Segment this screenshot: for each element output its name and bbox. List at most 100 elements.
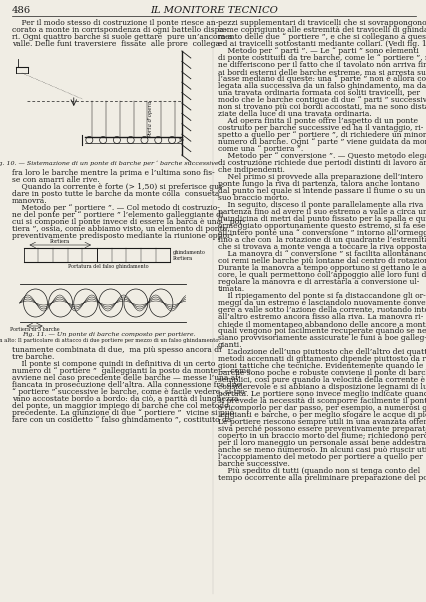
Text: per il loro maneggio un personale assai bene addestrato: per il loro maneggio un personale assai …	[218, 439, 426, 447]
Text: Le portiere riescono sempre utili in una avanzata offen-: Le portiere riescono sempre utili in una…	[218, 418, 426, 426]
Text: Portiera: Portiera	[172, 256, 193, 261]
Text: coi remi nelle barche più lontane dal centro di rotazione.: coi remi nelle barche più lontane dal ce…	[218, 257, 426, 265]
Text: ghindamento: ghindamento	[172, 250, 205, 255]
Text: Fig. 10. — Sistemazione di un ponte di barche per ‘ barche successive ’.: Fig. 10. — Sistemazione di un ponte di b…	[0, 161, 225, 166]
Text: meggi da un estremo e lasciandolo nuovamente conver-: meggi da un estremo e lasciandolo nuovam…	[218, 299, 426, 307]
Text: Porta d'opera: Porta d'opera	[148, 101, 153, 138]
Text: che indipendenti.: che indipendenti.	[218, 166, 285, 174]
Text: come coprigiunto alle estremità dei travicelli di ghinda-: come coprigiunto alle estremità dei trav…	[218, 26, 426, 34]
Text: core, le quali permettono coll’appoggio alle loro funi di: core, le quali permettono coll’appoggio …	[218, 271, 426, 279]
Text: anche se meno numeroso. In alcuni casi può riuscir utile: anche se meno numeroso. In alcuni casi p…	[218, 446, 426, 454]
Text: IL MONITORE TECNICO: IL MONITORE TECNICO	[150, 6, 278, 15]
Text: Il ripiegamento del ponte si fa distaccandone gli or-: Il ripiegamento del ponte si fa distacca…	[218, 292, 426, 300]
Text: non si trovano più coi bordi accostati, ma ne sono distan-: non si trovano più coi bordi accostati, …	[218, 103, 426, 111]
Text: una travata ordinaria formata coi soliti travicelli, per: una travata ordinaria formata coi soliti…	[218, 89, 420, 97]
Text: timata.: timata.	[218, 285, 245, 293]
Text: avviene nel caso precedente delle barche — messe l’una af-: avviene nel caso precedente delle barche…	[12, 374, 240, 382]
Text: semplici, così pure quando la velocità della corrente è: semplici, così pure quando la velocità d…	[218, 376, 425, 384]
Text: considerevole e si abbiano a disposizione legnami di lunga: considerevole e si abbiano a disposizion…	[218, 383, 426, 391]
Text: Metodo per “ portiere ”. — Col metodo di costruzio-: Metodo per “ portiere ”. — Col metodo di…	[12, 204, 220, 212]
Text: Più spedito di tutti (quando non si tenga conto del: Più spedito di tutti (quando non si teng…	[218, 467, 420, 475]
Text: leggianti e barche, o per meglio sfogare le acque di piena.: leggianti e barche, o per meglio sfogare…	[218, 411, 426, 419]
Text: ziate della luce di una travata ordinaria.: ziate della luce di una travata ordinari…	[218, 110, 372, 118]
Text: ed ai travicelli sottostanti mediante collari. (Vedi fig. 11).: ed ai travicelli sottostanti mediante co…	[218, 40, 426, 48]
Text: gere a valle sotto l’azione della corrente, ruotando intorno: gere a valle sotto l’azione della corren…	[218, 306, 426, 314]
Text: In seguito, disceso il ponte parallelamente alla riva di: In seguito, disceso il ponte parallelame…	[218, 201, 426, 209]
Text: portata. Le portiere sono invece meglio indicate quando: portata. Le portiere sono invece meglio …	[218, 390, 426, 398]
Text: corato a monte in corrispondenza di ogni battello dispa-: corato a monte in corrispondenza di ogni…	[12, 26, 227, 34]
Text: l’accoppiamento del metodo per portiere a quello per: l’accoppiamento del metodo per portiere …	[218, 453, 423, 461]
Text: quali vengono poi facilmente recuperate quando se ne: quali vengono poi facilmente recuperate …	[218, 327, 426, 335]
Text: siano provvisoriamente assicurate le funi a boe galleg-: siano provvisoriamente assicurate le fun…	[218, 334, 426, 342]
Text: barche successive.: barche successive.	[218, 460, 290, 468]
Text: dare in posto tutte le barche da monte colla  consueta: dare in posto tutte le barche da monte c…	[12, 190, 219, 198]
Text: ne differiscono per il fatto che il tavolato non arriva fino: ne differiscono per il fatto che il tavo…	[218, 61, 426, 69]
Text: ri. Ogni quattro barche si suole gettare  pure un’ancora a: ri. Ogni quattro barche si suole gettare…	[12, 33, 232, 41]
Text: Portatura del falso ghindamento: Portatura del falso ghindamento	[68, 264, 149, 269]
Text: vano accostate bordo a bordo: da ciò, a parità di lunghezza: vano accostate bordo a bordo: da ciò, a …	[12, 395, 239, 403]
Text: come una “ portiera ”.: come una “ portiera ”.	[218, 145, 303, 153]
Text: gioni tattiche che tecniche. Evidentemente quando le: gioni tattiche che tecniche. Evidentemen…	[218, 362, 423, 370]
Text: L’adozione dell’uno piuttosto che dell’altro dei quattro: L’adozione dell’uno piuttosto che dell’a…	[218, 348, 426, 356]
Text: dal punto nel quale si intende passare il fiume o su un: dal punto nel quale si intende passare i…	[218, 187, 426, 195]
Text: del ponte, un maggior impiego di barche che col metodo: del ponte, un maggior impiego di barche …	[12, 402, 229, 410]
Text: barche sono poche e robuste conviene il ponte di barche: barche sono poche e robuste conviene il …	[218, 369, 426, 377]
Text: se con amarri alle rive.: se con amarri alle rive.	[12, 176, 100, 184]
Text: l’asse mediano di queste: una “ parte ” non è allora col-: l’asse mediano di queste: una “ parte ” …	[218, 75, 426, 83]
Text: tunamente combinata di due,  ma più spesso ancora di: tunamente combinata di due, ma più spess…	[12, 346, 222, 354]
Text: fino a che con  la rotazione di un quadrante l’estremità: fino a che con la rotazione di un quadra…	[218, 236, 426, 244]
Text: ormeggiato opportunamente questo estremo, si fa eseguire: ormeggiato opportunamente questo estremo…	[218, 222, 426, 230]
Text: partenza fino ad avere il suo estremo a valle a circa una: partenza fino ad avere il suo estremo a …	[218, 208, 426, 216]
Text: Portiera di 3 barche: Portiera di 3 barche	[10, 327, 59, 332]
Text: numero di “ portiere ”  galleggianti la posto da monte — come: numero di “ portiere ” galleggianti la p…	[12, 367, 251, 375]
Text: pezzi supplementari di travicelli che si sovrappongono: pezzi supplementari di travicelli che si…	[218, 19, 426, 27]
Text: legata alla successiva da un falso ghindamento, ma da: legata alla successiva da un falso ghind…	[218, 82, 426, 90]
Text: che si trovava a monte venga a toccare la riva opposta.: che si trovava a monte venga a toccare l…	[218, 243, 426, 251]
Text: ai bordi esterni delle barche estreme, ma si arresta sul-: ai bordi esterni delle barche estreme, m…	[218, 68, 426, 76]
Text: “ portiere ” successive le barche, come è facile vedere, si tro-: “ portiere ” successive le barche, come …	[12, 388, 248, 396]
Text: modo che le barche contigue di due “ parti ” successive: modo che le barche contigue di due “ par…	[218, 96, 426, 104]
Text: Portiera: Portiera	[50, 239, 70, 244]
Text: costruito per barche successive ed ha il vantaggio, ri-: costruito per barche successive ed ha il…	[218, 124, 423, 132]
Text: cui si compone il ponte invece di essere la barca è una “ por-: cui si compone il ponte invece di essere…	[12, 218, 245, 226]
Text: preventivamente predisposto mediante la riunione oppor-: preventivamente predisposto mediante la …	[12, 232, 233, 240]
Text: si prevede la necessità di scomporre facilmente il ponte: si prevede la necessità di scomporre fac…	[218, 397, 426, 405]
Text: suo braccio morto.: suo braccio morto.	[218, 194, 289, 202]
Text: ne del ponte per “ portiere ” l’elemento galleggiante di: ne del ponte per “ portiere ” l’elemento…	[12, 211, 223, 219]
Text: fra loro le barche mentre la prima e l’ultima sono fis-: fra loro le barche mentre la prima e l’u…	[12, 169, 215, 177]
Text: In alto: Il particolare di attacco di due portiere per mezzo di un falso ghindam: In alto: Il particolare di attacco di du…	[0, 338, 220, 343]
Text: di costruzione richiede due periodi distinti di lavoro an-: di costruzione richiede due periodi dist…	[218, 159, 426, 167]
Text: quindicina di metri dal punto fissato per la spalla e quivi: quindicina di metri dal punto fissato pe…	[218, 215, 426, 223]
Text: o ricomporlo per dar passo, per esempio, a numerosi gal-: o ricomporlo per dar passo, per esempio,…	[218, 404, 426, 412]
Text: fiancata in prosecuzione dell’altra. Alla connessione fra due: fiancata in prosecuzione dell’altra. All…	[12, 381, 241, 389]
Text: di ponte costituiti da tre barche, come le “ portiere ”, ma: di ponte costituiti da tre barche, come …	[218, 54, 426, 62]
Text: numero di barche. Ogni “ parte ” viene guidata da monte: numero di barche. Ogni “ parte ” viene g…	[218, 138, 426, 146]
Text: siva perché possono essere preventivamente preparate al: siva perché possono essere preventivamen…	[218, 425, 426, 433]
Text: gianti.: gianti.	[218, 341, 242, 349]
Text: La manovra di “ conversione ” si facilita allontanandosi: La manovra di “ conversione ” si facilit…	[218, 250, 426, 258]
Text: all’altro estremo ancora fisso alla riva. La manovra ri-: all’altro estremo ancora fisso alla riva…	[218, 313, 423, 321]
Text: regolare la manovra e di arrestarla a conversione ul-: regolare la manovra e di arrestarla a co…	[218, 278, 419, 286]
Text: Il ponte si compone quindi in definitiva di un certo: Il ponte si compone quindi in definitiva…	[12, 360, 216, 368]
Text: 486: 486	[12, 6, 31, 15]
Text: Nel primo si provvede alla preparazione dell’intero: Nel primo si provvede alla preparazione …	[218, 173, 423, 181]
Text: Per il modo stesso di costruzione il ponte riesce an-: Per il modo stesso di costruzione il pon…	[12, 19, 219, 27]
Text: all’intero ponte una “ conversione ” intorno all’ormeggio: all’intero ponte una “ conversione ” int…	[218, 229, 426, 237]
Text: chiede il momentaneo abbandono delle ancore a monte, le: chiede il momentaneo abbandono delle anc…	[218, 320, 426, 328]
Text: manovra.: manovra.	[12, 197, 48, 205]
Text: spetto a quello per “ portiere ”, di richiedere un minor: spetto a quello per “ portiere ”, di ric…	[218, 131, 426, 139]
Text: Metodo per “ conversione ”. — Questo metodo elegante: Metodo per “ conversione ”. — Questo met…	[218, 152, 426, 160]
Text: tre barche.: tre barche.	[12, 353, 55, 361]
Text: fare con un cosidetto “ falso ghindamento ”, costituito da: fare con un cosidetto “ falso ghindament…	[12, 416, 231, 424]
Text: mento delle due “ portiere ”, e che si collegano a questi: mento delle due “ portiere ”, e che si c…	[218, 33, 426, 41]
Text: Fig. 11. — Un ponte di barche composto per portiere.: Fig. 11. — Un ponte di barche composto p…	[22, 332, 195, 337]
Text: ponte lungo la riva di partenza, talora anche lontano: ponte lungo la riva di partenza, talora …	[218, 180, 420, 188]
Text: Metodo per “ partì ”. — Le “ parti ” sono elementi: Metodo per “ partì ”. — Le “ parti ” son…	[218, 47, 419, 55]
Text: valle. Delle funi traversiere  fissate  alle prore  collega-: valle. Delle funi traversiere fissate al…	[12, 40, 223, 48]
Text: Durante la manovra a tempo opportuno si gettano le an-: Durante la manovra a tempo opportuno si …	[218, 264, 426, 272]
Text: precedente. La giunzione di due “ portiere ”  vicine si può: precedente. La giunzione di due “ portie…	[12, 409, 234, 417]
Text: metodi accennati di gittamento dipende piuttosto da ra-: metodi accennati di gittamento dipende p…	[218, 355, 426, 363]
Text: tiera ”, ossia, come abbiamo visto, un elemento di ponte: tiera ”, ossia, come abbiamo visto, un e…	[12, 225, 227, 233]
Text: Quando la corrente è forte (> 1,50) si preferisce gui-: Quando la corrente è forte (> 1,50) si p…	[12, 183, 224, 191]
Text: coperto in un braccio morto del fiume; richiedono però: coperto in un braccio morto del fiume; r…	[218, 432, 426, 440]
